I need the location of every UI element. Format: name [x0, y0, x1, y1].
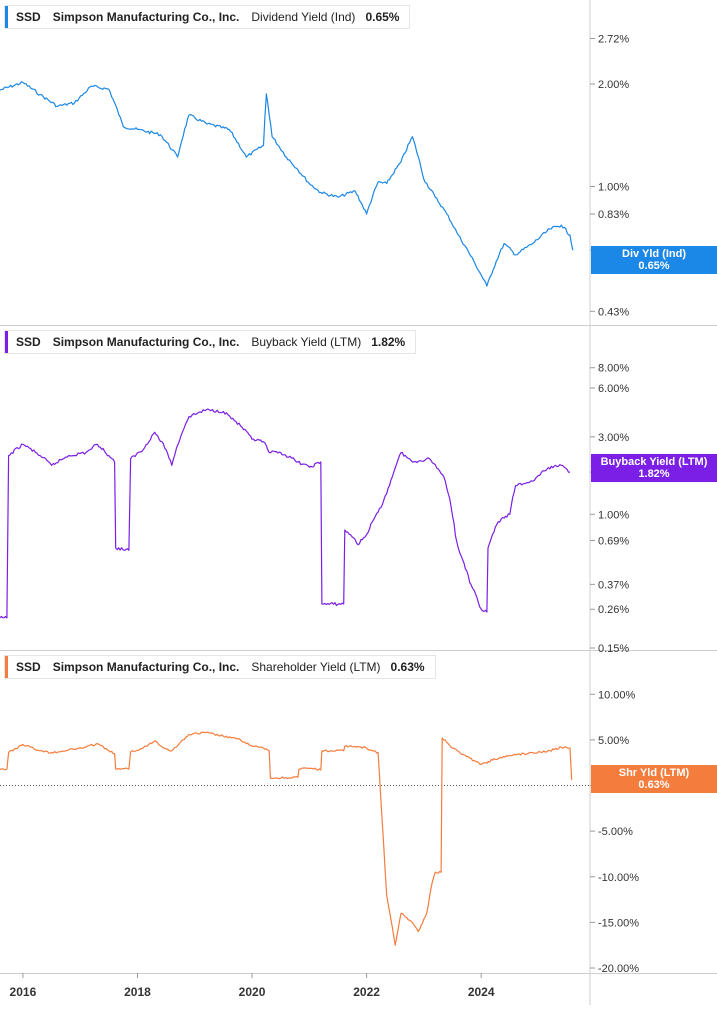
legend-value: 0.65% — [365, 10, 400, 24]
y-tick-label: 2.00% — [598, 79, 629, 91]
legend-shareholder-yield: SSD Simpson Manufacturing Co., Inc. Shar… — [4, 655, 436, 679]
x-tick-label: 2016 — [10, 985, 37, 999]
y-tick-label: 6.00% — [598, 383, 629, 395]
x-tick-label: 2024 — [468, 985, 495, 999]
y-tick-label: 1.00% — [598, 181, 629, 193]
badge-value: 1.82% — [638, 468, 670, 480]
series-line — [0, 81, 574, 287]
buyback-yield-badge: Buyback Yield (LTM) 1.82% — [591, 454, 717, 482]
legend-ticker: SSD — [16, 10, 41, 24]
y-tick-label: -10.00% — [598, 872, 639, 884]
y-tick-label: 0.69% — [598, 535, 629, 547]
x-tick-label: 2020 — [239, 985, 266, 999]
y-tick-label: 1.00% — [598, 509, 629, 521]
y-tick-label: -20.00% — [598, 963, 639, 975]
y-tick-label: -5.00% — [598, 826, 633, 838]
legend-ticker: SSD — [16, 335, 41, 349]
badge-label: Shr Yld (LTM) — [618, 767, 690, 779]
dividend-yield-badge: Div Yld (Ind) 0.65% — [591, 246, 717, 274]
x-tick-label: 2018 — [124, 985, 151, 999]
legend-company: Simpson Manufacturing Co., Inc. — [52, 660, 240, 674]
y-tick-label: -15.00% — [598, 917, 639, 929]
y-tick-label: 0.37% — [598, 579, 629, 591]
series-line — [0, 731, 573, 946]
y-tick-label: 0.26% — [598, 604, 629, 616]
x-tick-label: 2022 — [353, 985, 380, 999]
y-tick-label: 5.00% — [598, 735, 629, 747]
legend-color-swatch — [5, 331, 8, 353]
y-tick-label: 10.00% — [598, 689, 636, 701]
legend-dividend-yield: SSD Simpson Manufacturing Co., Inc. Divi… — [4, 5, 411, 29]
legend-metric: Dividend Yield (Ind) — [251, 10, 356, 24]
legend-company: Simpson Manufacturing Co., Inc. — [52, 335, 240, 349]
badge-value: 0.63% — [638, 779, 670, 791]
legend-value: 1.82% — [371, 335, 406, 349]
shareholder-yield-badge: Shr Yld (LTM) 0.63% — [591, 765, 717, 793]
legend-color-swatch — [5, 6, 8, 28]
legend-value: 0.63% — [390, 660, 425, 674]
y-tick-label: 0.43% — [598, 306, 629, 318]
y-tick-label: 3.00% — [598, 432, 629, 444]
y-tick-label: 2.72% — [598, 33, 629, 45]
y-tick-label: 0.83% — [598, 209, 629, 221]
legend-company: Simpson Manufacturing Co., Inc. — [52, 10, 240, 24]
badge-label: Div Yld (Ind) — [622, 248, 686, 260]
legend-metric: Buyback Yield (LTM) — [251, 335, 362, 349]
legend-buyback-yield: SSD Simpson Manufacturing Co., Inc. Buyb… — [4, 330, 417, 354]
badge-label: Buyback Yield (LTM) — [600, 456, 708, 468]
legend-color-swatch — [5, 656, 8, 678]
badge-value: 0.65% — [638, 260, 670, 272]
y-tick-label: 8.00% — [598, 363, 629, 375]
legend-ticker: SSD — [16, 660, 41, 674]
series-line — [0, 408, 571, 619]
y-tick-label: 0.15% — [598, 643, 629, 655]
legend-metric: Shareholder Yield (LTM) — [251, 660, 381, 674]
